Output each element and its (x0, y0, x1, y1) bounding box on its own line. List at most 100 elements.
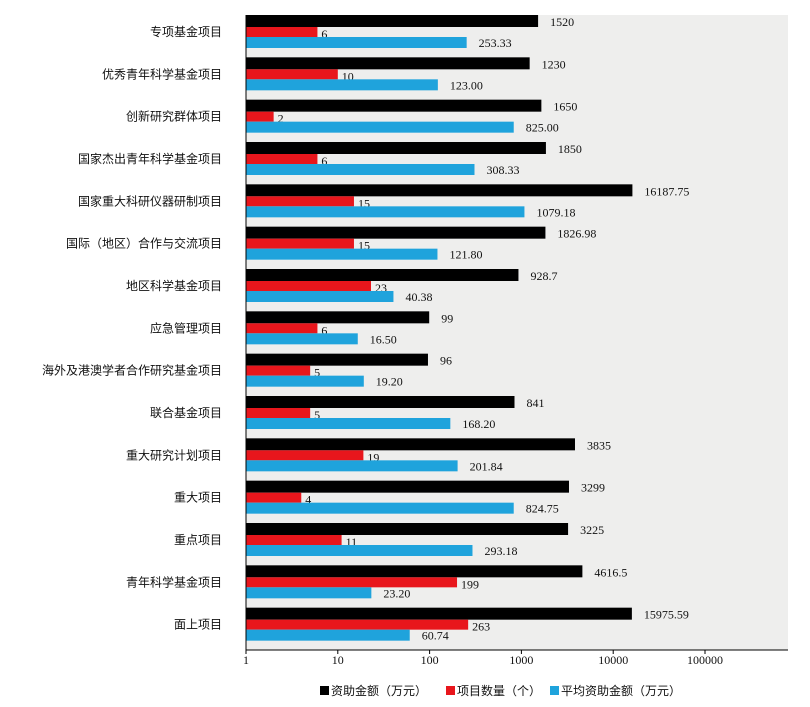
bar-funding (246, 438, 575, 451)
data-label: 4616.5 (594, 565, 627, 579)
bar-funding (246, 311, 430, 324)
bar-count (246, 492, 302, 503)
data-label: 23.20 (383, 586, 410, 600)
data-label: 40.38 (405, 290, 432, 304)
category-label: 重大研究计划项目 (126, 447, 222, 462)
category-label: 联合基金项目 (150, 405, 222, 420)
bar-funding (246, 142, 546, 154)
x-tick-label: 1 (243, 653, 249, 667)
data-label: 60.74 (422, 629, 449, 643)
bar-funding (246, 607, 632, 620)
data-label: 3835 (587, 438, 611, 452)
data-label: 6 (321, 323, 327, 337)
data-label: 201.84 (470, 459, 503, 473)
data-label: 3299 (581, 481, 605, 495)
bar-count (246, 154, 318, 164)
bar-funding (246, 396, 515, 408)
category-label: 国家杰出青年科学基金项目 (78, 151, 222, 166)
bar-count (246, 577, 458, 588)
legend-label: 资助金额（万元） (331, 683, 427, 698)
x-tick-label: 100000 (687, 653, 723, 667)
data-label: 824.75 (526, 502, 559, 516)
legend-swatch (446, 686, 455, 695)
bar-count (246, 27, 318, 37)
category-label: 青年科学基金项目 (126, 574, 222, 589)
data-label: 1520 (550, 15, 574, 29)
bar-average (246, 375, 364, 387)
data-label: 6 (321, 154, 327, 168)
category-label: 海外及港澳学者合作研究基金项目 (42, 363, 222, 378)
category-label: 应急管理项目 (150, 320, 222, 335)
data-label: 1230 (542, 57, 566, 71)
bar-average (246, 587, 372, 599)
bar-average (246, 164, 475, 175)
bar-funding (246, 565, 583, 578)
data-label: 1650 (553, 100, 577, 114)
data-label: 121.80 (449, 248, 482, 262)
category-label: 国家重大科研仪器研制项目 (78, 193, 222, 208)
legend-swatch (320, 686, 329, 695)
x-tick-label: 10 (332, 653, 344, 667)
bar-average (246, 206, 525, 218)
data-label: 16187.75 (644, 184, 689, 198)
data-label: 928.7 (530, 269, 557, 283)
data-label: 4 (305, 493, 311, 507)
bar-count (246, 238, 354, 249)
bar-average (246, 545, 473, 556)
data-label: 19.20 (376, 375, 403, 389)
category-label: 地区科学基金项目 (126, 278, 222, 293)
x-tick-label: 10000 (598, 653, 628, 667)
bar-average (246, 79, 438, 91)
bar-count (246, 69, 338, 80)
data-label: 263 (472, 620, 490, 634)
data-label: 1850 (558, 142, 582, 156)
category-label: 重点项目 (174, 533, 222, 547)
data-label: 11 (346, 535, 358, 549)
category-label: 面上项目 (174, 618, 222, 632)
data-label: 15975.59 (644, 608, 689, 622)
data-label: 96 (440, 354, 452, 368)
bar-funding (246, 523, 569, 535)
data-label: 293.18 (484, 544, 517, 558)
bar-count (246, 535, 342, 545)
data-label: 308.33 (486, 163, 519, 177)
legend-label: 平均资助金额（万元） (561, 683, 681, 698)
bar-funding (246, 480, 569, 493)
data-label: 199 (461, 577, 479, 591)
bar-average (246, 460, 458, 472)
data-label: 3225 (580, 523, 604, 537)
bar-funding (246, 15, 539, 27)
data-label: 99 (441, 311, 453, 325)
bar-funding (246, 57, 530, 70)
legend-label: 项目数量（个） (457, 683, 541, 698)
x-tick-label: 1000 (509, 653, 533, 667)
bar-count (246, 365, 311, 376)
bar-average (246, 121, 514, 133)
data-label: 5 (314, 408, 320, 422)
bar-count (246, 619, 469, 630)
category-label: 重大项目 (174, 491, 222, 505)
data-label: 16.50 (370, 332, 397, 346)
data-label: 2 (278, 112, 284, 126)
bar-funding (246, 226, 546, 239)
bar-count (246, 323, 318, 334)
data-label: 123.00 (450, 78, 483, 92)
bar-funding (246, 184, 633, 197)
bar-funding (246, 269, 519, 281)
legend-swatch (550, 686, 559, 695)
x-tick-label: 100 (421, 653, 439, 667)
bar-count (246, 450, 364, 461)
bar-count (246, 281, 372, 291)
data-label: 825.00 (526, 121, 559, 135)
category-label: 创新研究群体项目 (126, 109, 222, 124)
bar-average (246, 629, 410, 641)
data-label: 253.33 (479, 36, 512, 50)
bar-count (246, 196, 354, 207)
bar-average (246, 291, 394, 302)
data-label: 841 (526, 396, 544, 410)
data-label: 1079.18 (536, 205, 575, 219)
bar-count (246, 408, 311, 418)
category-label: 国际（地区）合作与交流项目 (66, 236, 222, 251)
bar-funding (246, 353, 428, 366)
